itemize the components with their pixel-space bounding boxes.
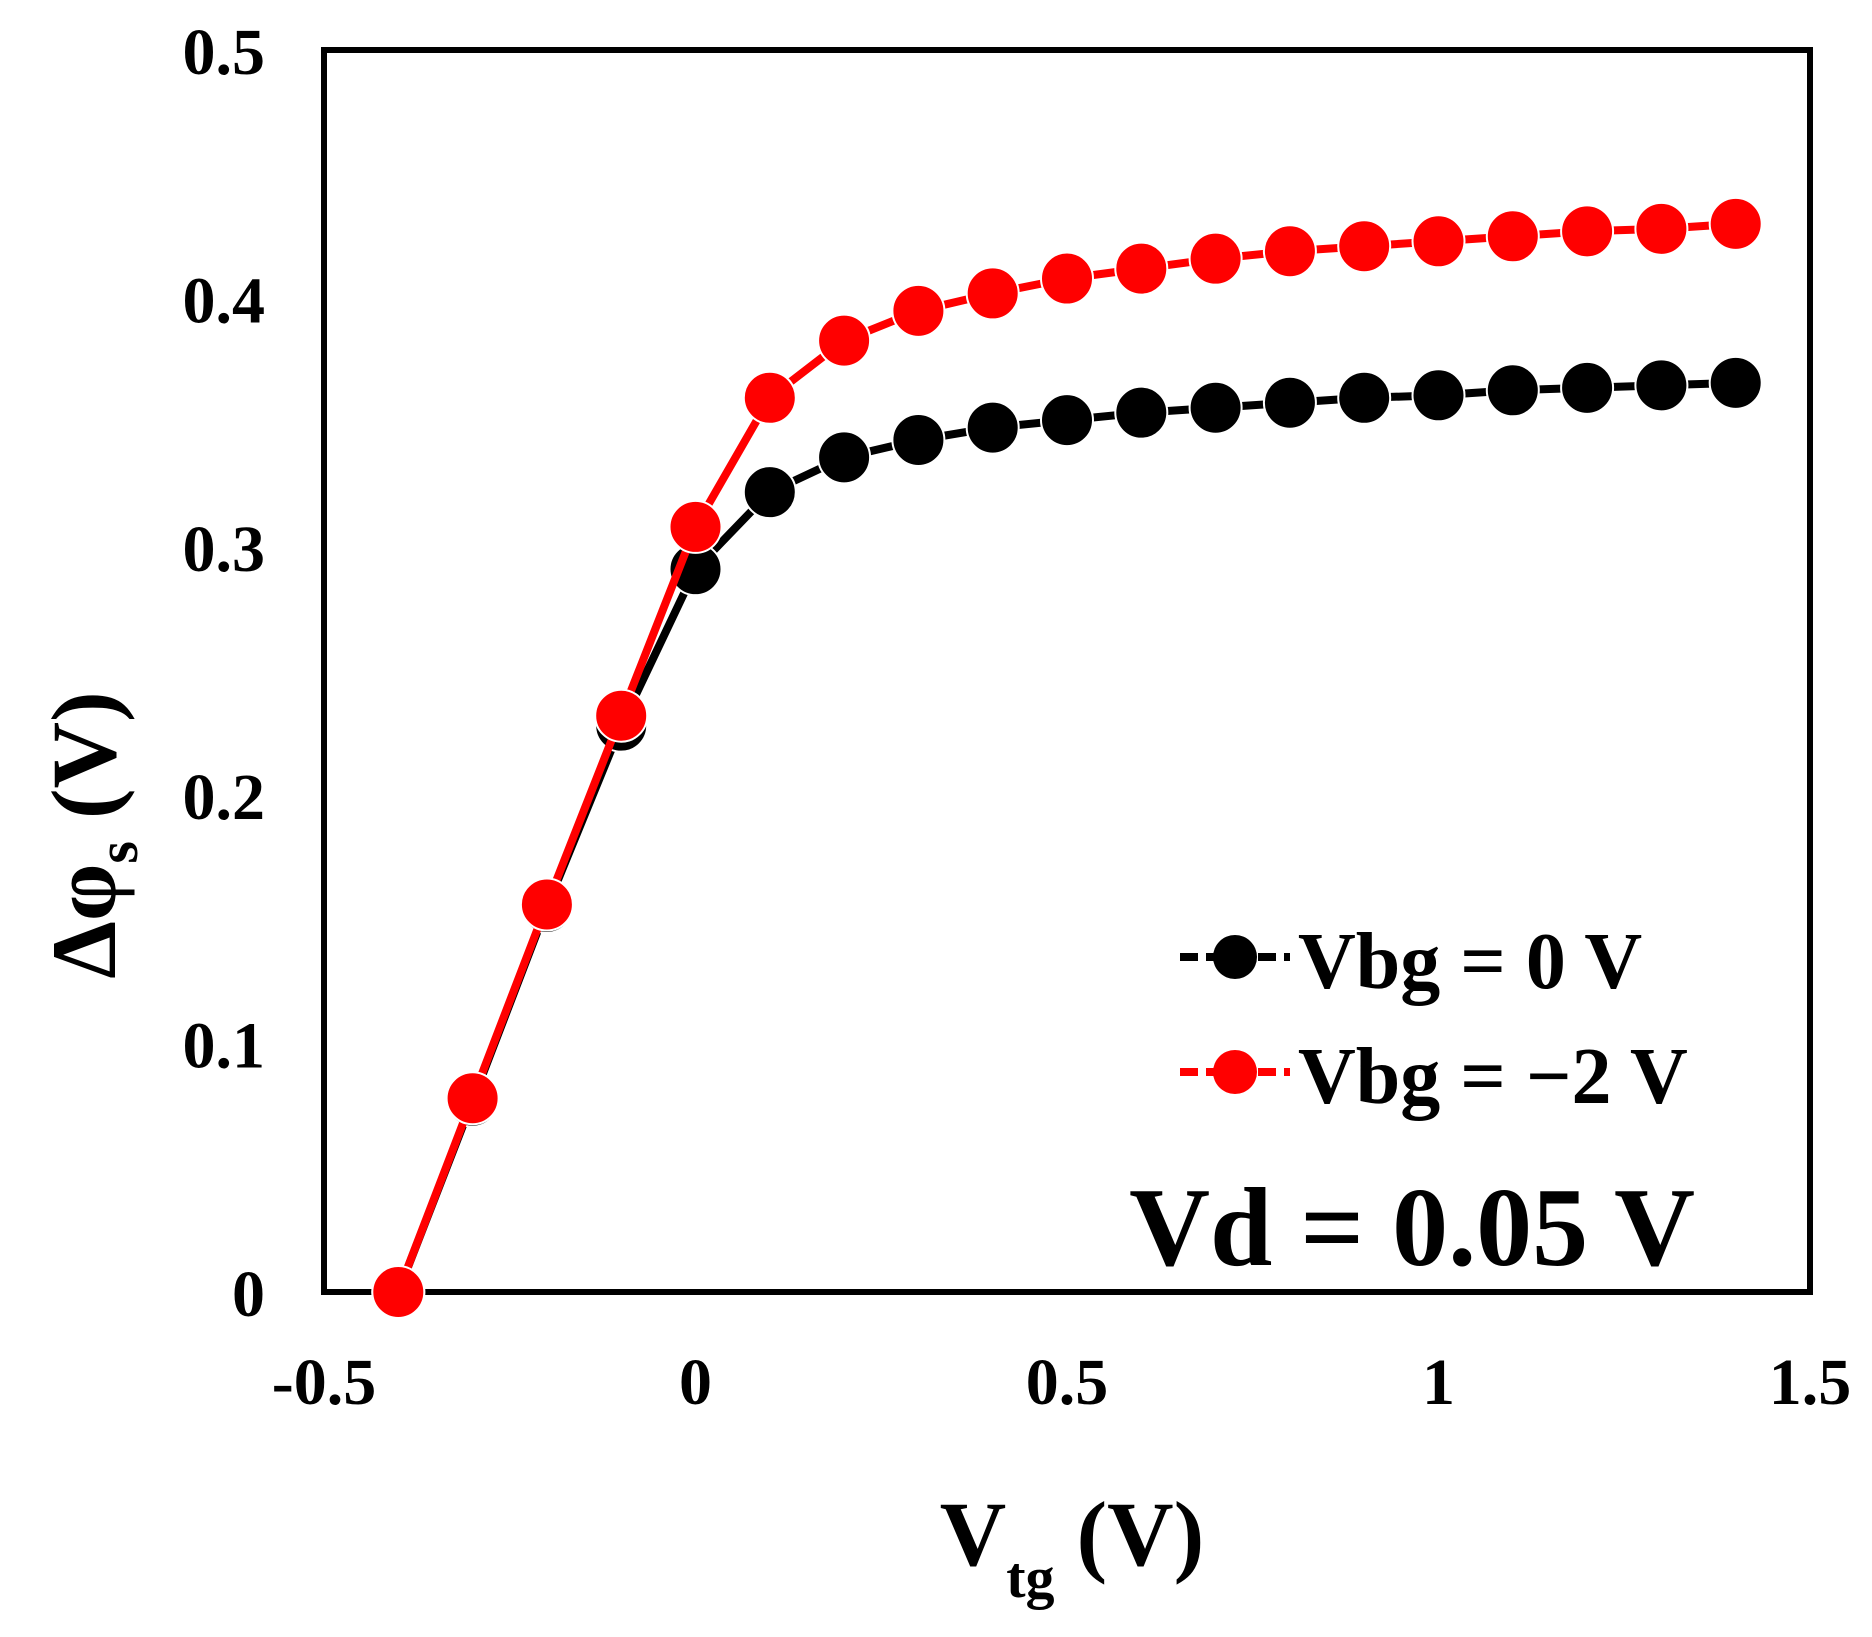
data-point [1411,368,1466,423]
legend-marker-vbg-minus-2 [1213,1050,1257,1094]
y-tick-label: 0.1 [183,1010,266,1083]
data-point [371,1265,426,1319]
legend-item-vbg-minus-2: Vbg = −2 V [1180,1033,1688,1121]
x-axis-ticks: -0.5 0 0.5 1 1.5 [272,1346,1851,1419]
plot-frame [321,47,1813,1295]
data-point [742,465,797,520]
x-axis-label-main: V [940,1483,1006,1585]
y-axis-label-sub: s [85,841,150,864]
data-point [1040,393,1094,448]
data-point [891,412,946,467]
x-axis-label-sub: tg [1006,1545,1054,1610]
data-point [1485,209,1540,264]
data-point [1634,201,1689,256]
data-point [1634,358,1689,413]
data-point [1411,214,1466,269]
data-point [1188,231,1243,286]
y-tick-label: 0.5 [183,16,266,89]
series-1 [371,196,1763,1319]
data-point [668,499,723,554]
data-point [965,266,1020,321]
y-axis-ticks: 0 0.1 0.2 0.3 0.4 0.5 [183,16,266,1331]
data-point [1485,363,1540,418]
data-point [1560,360,1615,415]
legend-marker-vbg-0 [1213,935,1257,979]
data-point [1188,380,1243,435]
x-axis-label-unit: (V) [1077,1483,1205,1585]
x-tick-label: 0 [679,1346,712,1419]
data-point [594,688,649,743]
y-tick-label: 0.2 [183,761,266,834]
data-point [1262,224,1317,279]
data-point [1708,355,1763,410]
y-axis-label-unit: (V) [33,691,135,819]
data-point [1114,385,1169,440]
data-point [1262,375,1317,430]
data-point [519,877,574,932]
annotation-vd: Vd = 0.05 V [1129,1166,1695,1290]
x-tick-label: 0.5 [1026,1346,1109,1419]
data-point [1337,219,1392,274]
data-point [817,430,872,485]
data-point [1337,370,1392,425]
data-point [965,400,1020,455]
x-tick-label: -0.5 [272,1346,376,1419]
x-tick-label: 1.5 [1769,1346,1852,1419]
x-tick-label: 1 [1422,1346,1455,1419]
y-axis-label-main: Δφ [33,864,135,979]
legend-item-vbg-0: Vbg = 0 V [1180,918,1642,1006]
data-point [742,370,797,425]
legend: Vbg = 0 V Vbg = −2 V [1180,918,1688,1121]
data-point [1560,204,1615,259]
data-point [1040,251,1094,306]
legend-label-vbg-minus-2: Vbg = −2 V [1298,1033,1688,1121]
data-point [445,1071,500,1126]
y-tick-label: 0.4 [183,264,266,337]
data-point [817,313,872,368]
data-point [1114,241,1169,296]
data-point [891,283,946,338]
series-layer [371,196,1763,1319]
y-tick-label: 0 [232,1258,265,1331]
y-tick-label: 0.3 [183,513,266,586]
legend-label-vbg-0: Vbg = 0 V [1298,918,1642,1006]
data-point [1708,196,1763,251]
y-axis-label: Δφs (V) [33,691,150,978]
x-axis-label: Vtg (V) [940,1483,1205,1610]
